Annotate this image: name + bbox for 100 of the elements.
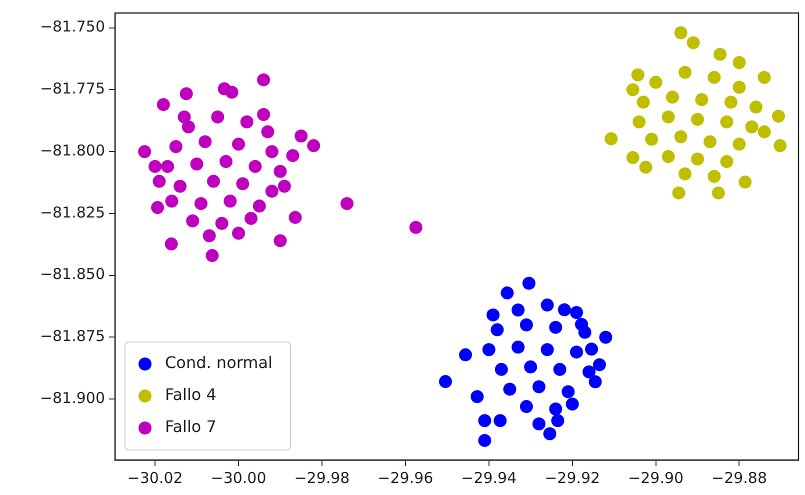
point bbox=[194, 197, 208, 210]
point bbox=[206, 174, 220, 188]
point bbox=[704, 135, 717, 148]
point bbox=[732, 56, 746, 69]
point bbox=[294, 130, 308, 143]
point bbox=[165, 194, 178, 208]
x-tick-label: −29.94 bbox=[461, 468, 517, 487]
point bbox=[691, 152, 704, 166]
x-tick-label: −29.92 bbox=[544, 468, 600, 487]
point bbox=[570, 346, 584, 359]
point bbox=[549, 402, 562, 416]
point bbox=[674, 26, 688, 40]
point bbox=[202, 229, 216, 242]
point bbox=[198, 135, 212, 148]
point bbox=[503, 382, 516, 396]
point bbox=[164, 237, 178, 250]
point bbox=[558, 303, 571, 316]
legend-label: Cond. normal bbox=[165, 353, 272, 372]
point bbox=[494, 414, 507, 428]
point bbox=[649, 76, 662, 89]
point bbox=[161, 160, 174, 173]
point bbox=[540, 343, 554, 356]
point bbox=[712, 186, 725, 200]
point bbox=[774, 139, 787, 152]
y-tick-label: −81.775 bbox=[40, 80, 105, 98]
point bbox=[156, 98, 170, 112]
point bbox=[486, 308, 500, 322]
point bbox=[148, 160, 162, 173]
point bbox=[169, 140, 182, 154]
point bbox=[240, 115, 254, 128]
point bbox=[482, 343, 496, 356]
point bbox=[674, 130, 688, 144]
point bbox=[138, 145, 152, 158]
point bbox=[532, 380, 546, 394]
x-tick-label: −29.96 bbox=[378, 468, 434, 487]
point bbox=[639, 160, 652, 174]
point bbox=[180, 87, 193, 100]
point bbox=[724, 96, 738, 109]
point bbox=[512, 304, 525, 317]
point bbox=[490, 323, 504, 336]
y-tick-label: −81.875 bbox=[40, 327, 105, 346]
point bbox=[286, 149, 300, 162]
point bbox=[582, 365, 596, 378]
point bbox=[307, 139, 320, 152]
point bbox=[551, 414, 564, 428]
point bbox=[549, 320, 562, 334]
point bbox=[232, 226, 246, 240]
point bbox=[592, 358, 606, 372]
point bbox=[738, 176, 752, 189]
point bbox=[662, 150, 675, 164]
point bbox=[257, 73, 270, 86]
point bbox=[599, 330, 612, 344]
point bbox=[470, 390, 484, 404]
point bbox=[206, 249, 219, 262]
point bbox=[522, 276, 536, 290]
point bbox=[478, 414, 492, 428]
point bbox=[672, 186, 686, 200]
y-tick-label: −81.750 bbox=[40, 18, 105, 36]
x-tick-label: −29.98 bbox=[294, 468, 350, 487]
x-tick-label: −29.90 bbox=[628, 468, 684, 487]
point bbox=[190, 157, 204, 170]
point bbox=[553, 362, 566, 376]
point bbox=[288, 210, 302, 224]
x-tick-label: −30.02 bbox=[127, 468, 183, 487]
y-tick-label: −81.825 bbox=[40, 203, 105, 222]
x-tick-label: −30.00 bbox=[210, 468, 266, 487]
point bbox=[708, 170, 721, 183]
point bbox=[512, 340, 525, 354]
point bbox=[186, 214, 200, 228]
point bbox=[732, 138, 746, 151]
point bbox=[178, 110, 191, 124]
point bbox=[274, 164, 287, 178]
point bbox=[520, 318, 533, 332]
point bbox=[232, 138, 246, 151]
point bbox=[520, 400, 533, 414]
point bbox=[244, 212, 258, 225]
point bbox=[686, 36, 700, 50]
point bbox=[543, 427, 556, 440]
point bbox=[562, 385, 575, 398]
y-tick-label: −81.800 bbox=[40, 141, 105, 160]
point bbox=[720, 115, 734, 128]
point bbox=[236, 177, 250, 190]
x-tick-label: −29.88 bbox=[711, 468, 768, 487]
point bbox=[631, 68, 644, 82]
point bbox=[645, 132, 658, 146]
point bbox=[588, 375, 602, 388]
point bbox=[265, 184, 278, 198]
point bbox=[409, 220, 422, 234]
point bbox=[211, 110, 224, 124]
point bbox=[252, 200, 266, 213]
point bbox=[666, 90, 679, 104]
point bbox=[691, 112, 704, 126]
y-tick-label: −81.900 bbox=[40, 389, 105, 408]
point bbox=[678, 66, 692, 79]
point bbox=[532, 417, 546, 430]
point bbox=[636, 96, 650, 109]
point bbox=[566, 398, 579, 411]
point bbox=[626, 83, 640, 96]
point bbox=[500, 286, 514, 300]
point bbox=[438, 375, 452, 388]
